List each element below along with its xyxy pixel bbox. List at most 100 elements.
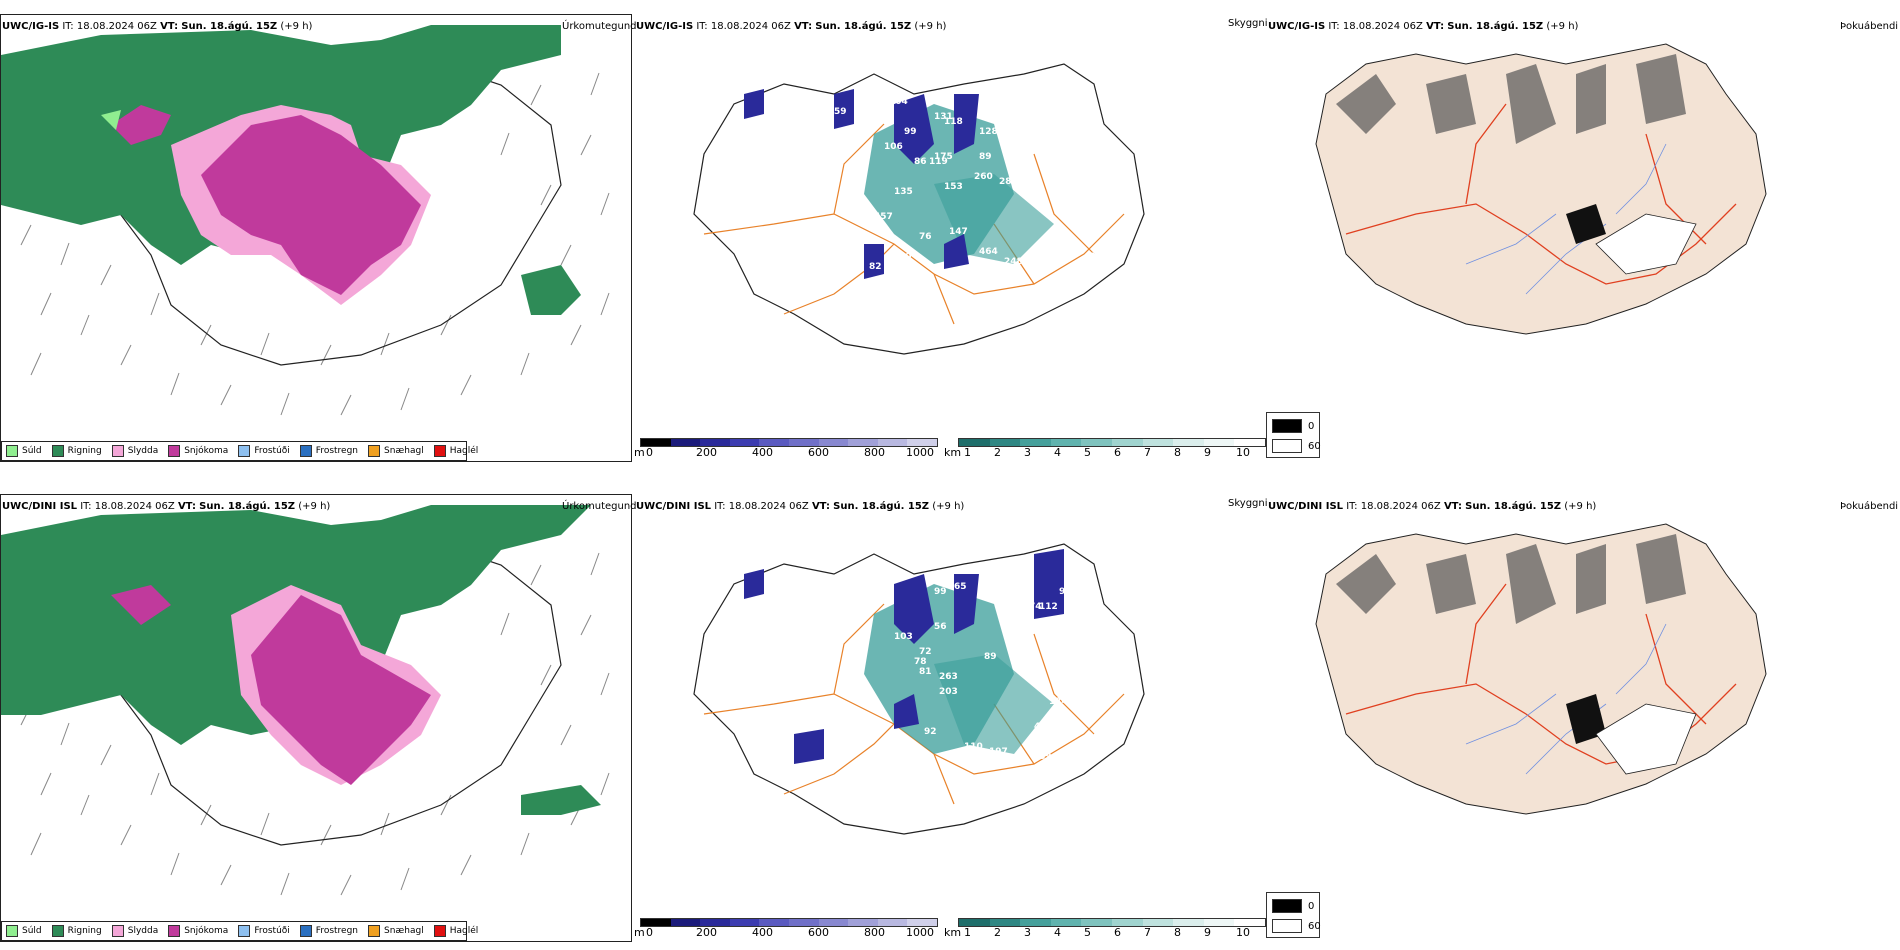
snow-height-label: 81: [919, 667, 932, 677]
legend-item-6: Snæhagl: [368, 445, 424, 457]
legend-item-5: Frostregn: [299, 445, 358, 457]
vt-label: VT:: [1443, 501, 1462, 512]
snow-height-label: 46: [1034, 77, 1047, 87]
snow-height-label: 119: [929, 157, 948, 167]
no-fog-area: [1595, 703, 1697, 775]
height-tick: 1000: [906, 926, 934, 939]
legend-item-2: Slydda: [111, 925, 158, 937]
it-label: IT:: [1346, 501, 1358, 512]
legend-swatch: [299, 925, 312, 937]
param-visibility-1: Skyggni: [1228, 18, 1268, 29]
snow-height-label: 283: [999, 177, 1018, 187]
height-colorbar-2: [640, 918, 938, 927]
snow-height-label: 104: [889, 97, 908, 107]
snow-height-label: 16: [1054, 157, 1067, 167]
legend-swatch: [238, 925, 251, 937]
vt-label: VT:: [794, 21, 813, 32]
height-tick: 0: [646, 926, 653, 939]
snow-height-label: 61: [884, 752, 897, 762]
visibility-unit: km: [944, 926, 962, 939]
legend-label: Haglél: [449, 446, 479, 456]
fog-map-svg-2: [1315, 523, 1767, 815]
dark-fog: [1566, 694, 1606, 744]
snow-height-label: 135: [894, 187, 913, 197]
snow-area: [201, 115, 421, 295]
snow-height-label: 18: [1034, 257, 1047, 267]
visibility-tick: 7: [1144, 926, 1151, 939]
snow-height-label: 52: [859, 112, 872, 122]
fog-legend-1: 0 60: [1266, 412, 1321, 458]
height-colorbar-1: [640, 438, 938, 447]
visibility-tick: 3: [1024, 926, 1031, 939]
param-visibility-2: Skyggni: [1228, 498, 1268, 509]
visibility-colorbar-2: [958, 918, 1266, 927]
height-tick: 400: [752, 446, 773, 459]
snow-height-label: 454: [1034, 722, 1053, 732]
visibility-tick: 1: [964, 926, 971, 939]
visibility-tick: 4: [1054, 926, 1061, 939]
visibility-map-2: 63 93 51 99 65 59 90 74 112 106 103 56 72 78 81 263 203 8…: [634, 494, 1266, 942]
snow-height-label: 61: [864, 767, 877, 777]
vt-value: Sun. 18.ágú. 15Z: [833, 501, 930, 512]
it-value: 18.08.2024 06Z: [94, 501, 175, 512]
legend-item-1: Rigning: [51, 445, 102, 457]
height-tick: 400: [752, 926, 773, 939]
snow-height-label: 56: [934, 622, 947, 632]
vt-value: Sun. 18.ágú. 15Z: [1447, 21, 1544, 32]
param-precip-type-1: Úrkomutegund: [562, 21, 637, 32]
legend-item-4: Frostúði: [238, 445, 290, 457]
snow-height-label: 65: [984, 102, 997, 112]
header-precip-2: UWC/DINI ISL IT: 18.08.2024 06Z VT: Sun.…: [2, 501, 330, 512]
snow-height-label: 65: [954, 582, 967, 592]
legend-item-2: Slydda: [111, 445, 159, 457]
snow-height-label: 263: [939, 672, 958, 682]
snow-height-label: 80: [899, 252, 912, 262]
legend-label: Rigning: [67, 926, 102, 936]
snow-height-label: 63: [744, 557, 757, 567]
header-precip-1: UWC/IG-IS IT: 18.08.2024 06Z VT: Sun. 18…: [2, 21, 312, 32]
visibility-tick: 10: [1236, 926, 1250, 939]
snow-height-label: 99: [904, 127, 917, 137]
lead-time: (+9 h): [280, 21, 313, 32]
fog-value: 60: [1308, 440, 1321, 452]
snow-height-label: 112: [1039, 602, 1058, 612]
no-fog-area: [1595, 213, 1697, 275]
legend-swatch: [238, 445, 251, 457]
precip-map-svg-1: [1, 25, 610, 416]
lead-time: (+9 h): [932, 501, 965, 512]
precip-type-legend: Súld Rigning Slydda Snjókoma Frostúði Fr…: [1, 921, 478, 941]
it-value: 18.08.2024 06Z: [1360, 501, 1441, 512]
vt-label: VT:: [160, 21, 179, 32]
snow-height-label: 106: [1059, 617, 1078, 627]
fog-shading: [1336, 534, 1686, 624]
vt-value: Sun. 18.ágú. 15Z: [199, 501, 296, 512]
rain-area-east: [521, 785, 601, 815]
precip-type-map-1: Súld Rigning Slydda Snjókoma Frostúði Fr…: [0, 14, 632, 462]
snow-height-label: 103: [894, 632, 913, 642]
fog-row: 60: [1272, 919, 1321, 933]
vt-label: VT:: [1426, 21, 1445, 32]
it-label: IT:: [80, 501, 92, 512]
header-visibility-1: UWC/IG-IS IT: 18.08.2024 06Z VT: Sun. 18…: [636, 21, 946, 32]
snow-height-label: 92: [924, 727, 937, 737]
legend-swatch: [51, 445, 64, 457]
fog-value: 0: [1308, 420, 1315, 432]
legend-swatch: [111, 925, 124, 937]
param-fog-2: Þokuábendi: [1840, 501, 1899, 512]
snow-height-label: 132: [1074, 97, 1093, 107]
snow-height-label: 89: [979, 152, 992, 162]
fog-map-2: [1266, 494, 1900, 894]
fog-value: 60: [1308, 920, 1321, 932]
it-value: 18.08.2024 06Z: [76, 21, 157, 32]
snow-height-label: 335: [1089, 252, 1108, 262]
visibility-tick: 9: [1204, 446, 1211, 459]
legend-label: Slydda: [127, 446, 159, 456]
snow-height-label: 153: [944, 182, 963, 192]
it-value: 18.08.2024 06Z: [1342, 21, 1423, 32]
model-name: UWC/DINI ISL: [2, 501, 78, 512]
drizzle-area: [101, 110, 121, 130]
height-tick: 200: [696, 926, 717, 939]
visibility-tick: 7: [1144, 446, 1151, 459]
